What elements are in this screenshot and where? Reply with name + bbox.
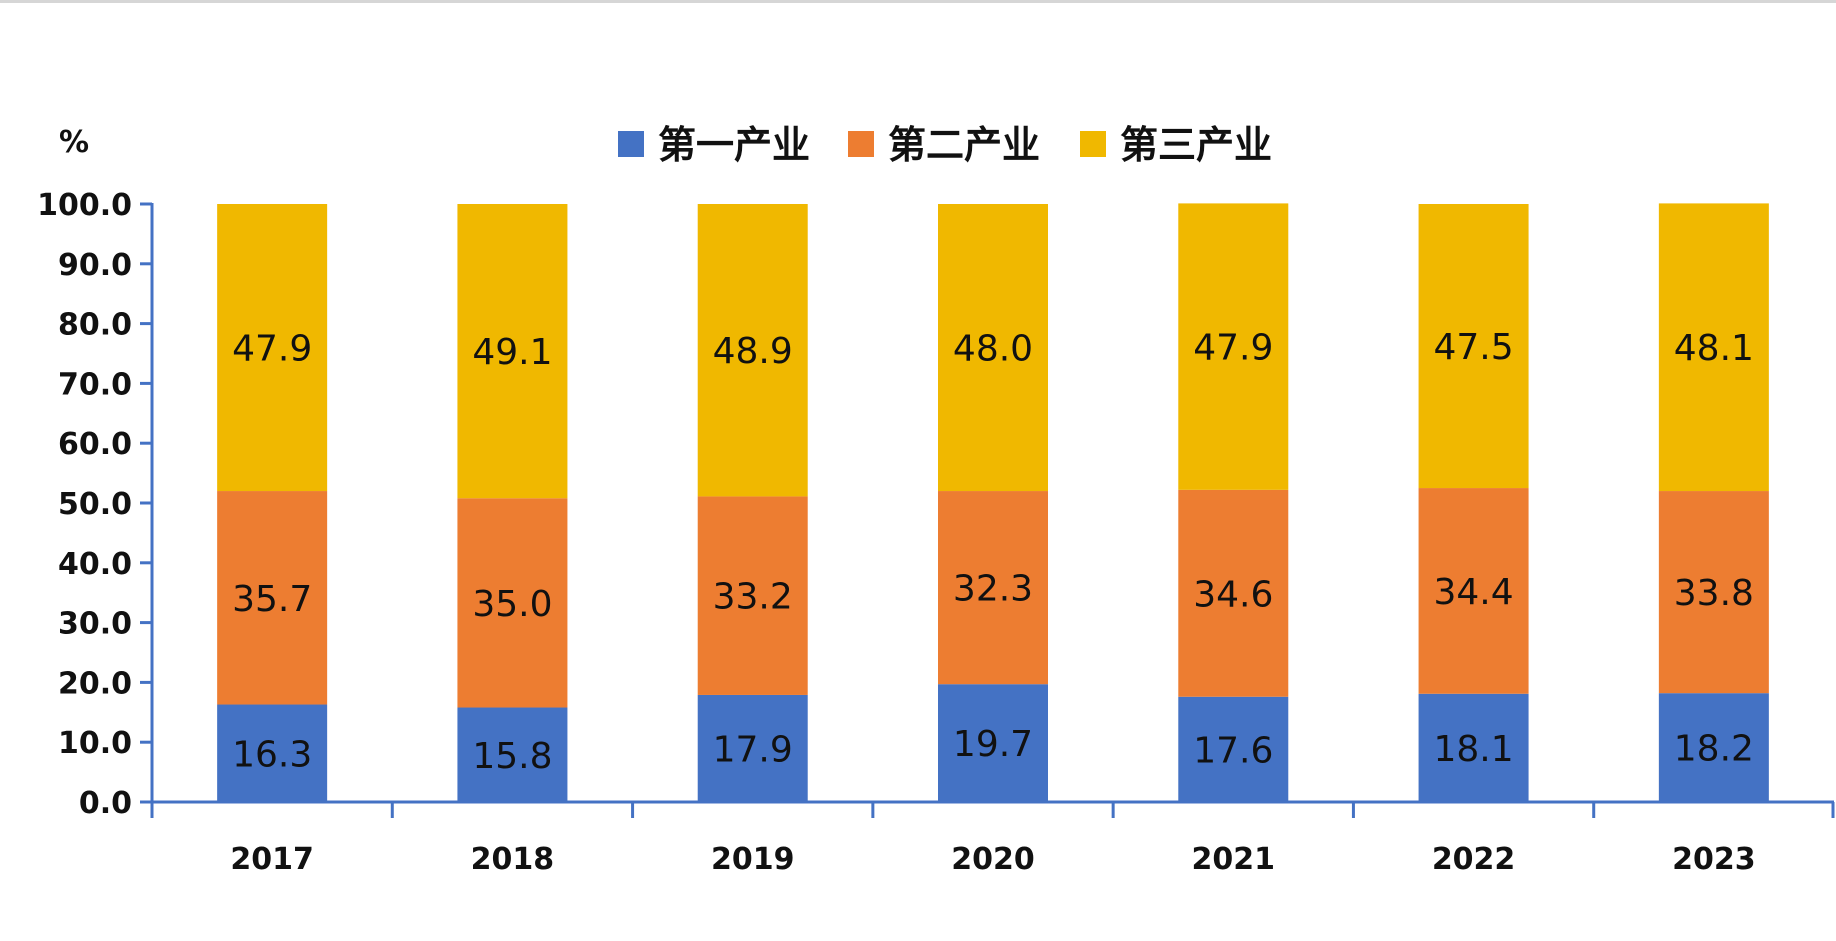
- legend-swatch: [1080, 131, 1106, 157]
- y-unit-label: %: [59, 125, 89, 160]
- bar-segment-2023-1: [1658, 693, 1769, 802]
- value-label: 19.7: [953, 724, 1033, 765]
- bar-segment-2017-3: [217, 204, 328, 492]
- value-label: 15.8: [472, 736, 552, 777]
- value-label: 34.4: [1433, 572, 1513, 613]
- y-tick-label: 70.0: [58, 367, 132, 402]
- value-label: 16.3: [232, 734, 312, 775]
- bar-segment-2019-2: [697, 496, 808, 695]
- value-label: 18.1: [1433, 729, 1513, 770]
- legend-label: 第三产业: [1120, 123, 1272, 167]
- x-tick-label: 2019: [711, 842, 795, 877]
- bar-segment-2018-2: [457, 498, 568, 708]
- bar-segment-2020-3: [938, 204, 1048, 492]
- x-tick-label: 2022: [1432, 842, 1516, 877]
- bar-segment-2023-3: [1658, 203, 1769, 492]
- x-tick-label: 2021: [1192, 842, 1276, 877]
- legend-swatch: [848, 131, 874, 157]
- value-label: 33.2: [713, 577, 793, 618]
- value-label: 47.9: [232, 329, 312, 370]
- bar-segment-2019-1: [697, 694, 808, 802]
- bar-segment-2022-3: [1418, 204, 1529, 489]
- y-tick-label: 50.0: [58, 487, 132, 522]
- value-label: 17.9: [713, 729, 793, 770]
- value-label: 17.6: [1193, 730, 1273, 771]
- bar-segment-2022-2: [1418, 488, 1529, 694]
- value-label: 33.8: [1674, 573, 1754, 614]
- value-label: 34.6: [1193, 574, 1273, 615]
- bar-segment-2018-3: [457, 204, 568, 499]
- y-tick-label: 10.0: [58, 726, 132, 761]
- bars: [217, 203, 1769, 802]
- y-tick-label: 40.0: [58, 547, 132, 582]
- y-tick-label: 60.0: [58, 427, 132, 462]
- bar-segment-2020-2: [938, 491, 1048, 685]
- y-tick-label: 90.0: [58, 248, 132, 283]
- x-axis: 2017 2018 2019 2020 2021 2022 2023: [150, 800, 1835, 877]
- x-tick-label: 2017: [230, 842, 314, 877]
- bar-segment-2017-2: [217, 491, 328, 705]
- value-label: 35.7: [232, 579, 312, 620]
- value-label: 48.1: [1674, 328, 1754, 369]
- value-label: 49.1: [472, 332, 552, 373]
- legend: 第一产业 第二产业 第三产业: [618, 123, 1272, 167]
- top-divider: [0, 0, 1836, 3]
- y-tick-label: 80.0: [58, 308, 132, 343]
- value-label: 48.9: [713, 331, 793, 372]
- y-tick-label: 0.0: [79, 786, 132, 821]
- y-tick-label: 20.0: [58, 666, 132, 701]
- value-label: 47.5: [1433, 327, 1513, 368]
- x-tick-label: 2018: [471, 842, 555, 877]
- legend-label: 第二产业: [888, 123, 1040, 167]
- y-tick-label: 30.0: [58, 607, 132, 642]
- bar-segment-2023-2: [1658, 491, 1769, 694]
- y-tick-label: 100.0: [37, 188, 132, 223]
- value-label: 47.9: [1193, 328, 1273, 369]
- x-tick-label: 2023: [1672, 842, 1756, 877]
- bar-segment-2019-3: [697, 204, 808, 497]
- value-label: 35.0: [472, 584, 552, 625]
- bar-segment-2018-1: [457, 707, 568, 802]
- y-axis: 0.0 10.0 20.0 30.0 40.0 50.0 60.0 70.0 80.0 90.0 1…: [37, 188, 154, 821]
- value-labels: 16.3 35.7 47.9 15.8 35.0 49.1 17.9 33.2 48.9 19.7…: [232, 327, 1754, 777]
- value-label: 18.2: [1674, 729, 1754, 770]
- bar-segment-2022-1: [1418, 693, 1529, 802]
- bar-segment-2021-2: [1178, 489, 1289, 697]
- bar-segment-2021-3: [1178, 203, 1289, 490]
- bar-segment-2021-1: [1178, 696, 1289, 802]
- legend-label: 第一产业: [658, 123, 810, 167]
- value-label: 32.3: [953, 569, 1033, 610]
- legend-swatch: [618, 131, 644, 157]
- x-tick-label: 2020: [951, 842, 1035, 877]
- bar-segment-2017-1: [217, 704, 328, 802]
- value-label: 48.0: [953, 329, 1033, 370]
- bar-segment-2020-1: [938, 684, 1048, 802]
